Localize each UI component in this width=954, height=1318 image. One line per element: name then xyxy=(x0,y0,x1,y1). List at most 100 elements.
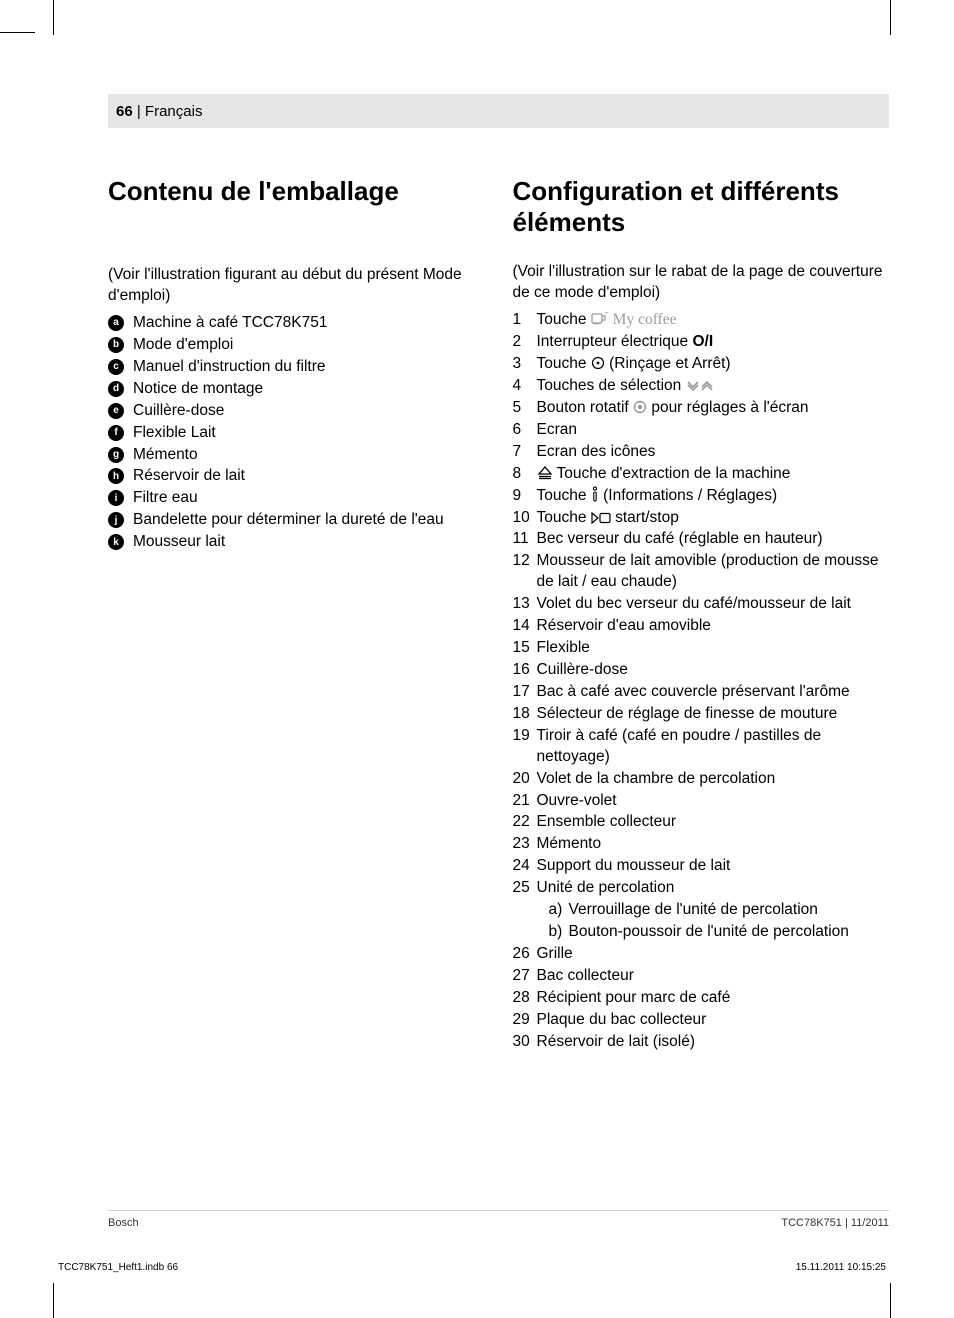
list-item: bMode d'emploi xyxy=(108,335,485,356)
list-item: 21Ouvre-volet xyxy=(513,791,890,812)
list-item: 16Cuillère-dose xyxy=(513,660,890,681)
list-item: 14Réservoir d'eau amovible xyxy=(513,616,890,637)
list-item-text: Ensemble collecteur xyxy=(537,812,890,833)
list-item-text: Réservoir d'eau amovible xyxy=(537,616,890,637)
list-item-text: Plaque du bac collecteur xyxy=(537,1010,890,1031)
list-item: 17Bac à café avec couvercle préservant l… xyxy=(513,682,890,703)
bullet-letter: c xyxy=(108,359,124,375)
list-item: 30Réservoir de lait (isolé) xyxy=(513,1032,890,1053)
list-subitem: a)Verrouillage de l'unité de percolation xyxy=(513,900,890,921)
list-item: aMachine à café TCC78K751 xyxy=(108,313,485,334)
list-item: 6Ecran xyxy=(513,420,890,441)
list-item-text: Filtre eau xyxy=(133,488,485,509)
list-item-text: Volet du bec verseur du café/mousseur de… xyxy=(537,594,890,615)
list-item-number: 29 xyxy=(513,1010,537,1031)
list-item: hRéservoir de lait xyxy=(108,466,485,487)
list-item: 28Récipient pour marc de café xyxy=(513,988,890,1009)
list-item-number: 25 xyxy=(513,878,537,899)
print-footer: TCC78K751_Heft1.indb 66 15.11.2011 10:15… xyxy=(58,1262,886,1273)
list-item-text: Interrupteur électrique O/I xyxy=(537,332,890,353)
list-item-text: Mousseur lait xyxy=(133,532,485,553)
list-item: 18Sélecteur de réglage de finesse de mou… xyxy=(513,704,890,725)
list-item-text: Touche + My coffee xyxy=(537,310,890,331)
list-item: k Mousseur lait xyxy=(108,532,485,553)
list-item-text: Récipient pour marc de café xyxy=(537,988,890,1009)
bullet-letter: k xyxy=(108,534,124,550)
list-item-text: Touches de sélection xyxy=(537,376,890,397)
list-subitem: b)Bouton-poussoir de l'unité de percolat… xyxy=(513,922,890,943)
list-item-text: Tiroir à café (café en poudre / pastille… xyxy=(537,726,890,768)
bullet-letter: g xyxy=(108,447,124,463)
left-column: Contenu de l'emballage (Voir l'illustrat… xyxy=(108,176,485,1054)
list-item-text: Support du mousseur de lait xyxy=(537,856,890,877)
list-item-number: 27 xyxy=(513,966,537,987)
list-item-text: Volet de la chambre de percolation xyxy=(537,769,890,790)
list-item: 4Touches de sélection xyxy=(513,376,890,397)
list-item: 1Touche + My coffee xyxy=(513,310,890,331)
list-item-number: 26 xyxy=(513,944,537,965)
list-item: g Mémento xyxy=(108,445,485,466)
list-item-number: 8 xyxy=(513,464,537,485)
list-item: 13Volet du bec verseur du café/mousseur … xyxy=(513,594,890,615)
list-item: 3Touche (Rinçage et Arrêt) xyxy=(513,354,890,375)
list-item-number: 14 xyxy=(513,616,537,637)
page-header-bar: 66 | Français xyxy=(108,94,889,128)
configuration-list: 1Touche + My coffee2Interrupteur électri… xyxy=(513,310,890,1052)
list-item-number: 7 xyxy=(513,442,537,463)
list-item-number: 3 xyxy=(513,354,537,375)
list-item-text: Touche start/stop xyxy=(537,508,890,529)
list-item-text: Touche d'extraction de la machine xyxy=(537,464,890,485)
list-item: 5Bouton rotatif pour réglages à l'écran xyxy=(513,398,890,419)
list-item: jBandelette pour déterminer la dureté de… xyxy=(108,510,485,531)
package-contents-list: aMachine à café TCC78K751bMode d'emploic… xyxy=(108,313,485,553)
list-item-text: Mémento xyxy=(537,834,890,855)
list-item-text: Cuillère-dose xyxy=(133,401,485,422)
list-item: 8 Touche d'extraction de la machine xyxy=(513,464,890,485)
list-item-text: Ecran des icônes xyxy=(537,442,890,463)
list-item-text: Unité de percolation xyxy=(537,878,890,899)
list-item: 2Interrupteur électrique O/I xyxy=(513,332,890,353)
list-item: 23Mémento xyxy=(513,834,890,855)
page-number: 66 xyxy=(116,103,133,120)
content-area: Contenu de l'emballage (Voir l'illustrat… xyxy=(108,176,889,1054)
crop-mark xyxy=(53,0,54,35)
list-item-text: Sélecteur de réglage de finesse de moutu… xyxy=(537,704,890,725)
bullet-letter: a xyxy=(108,315,124,331)
print-footer-left: TCC78K751_Heft1.indb 66 xyxy=(58,1262,178,1273)
list-item-text: Touche (Informations / Réglages) xyxy=(537,486,890,507)
list-item-number: 15 xyxy=(513,638,537,659)
list-item-text: Ouvre-volet xyxy=(537,791,890,812)
page-footer: Bosch TCC78K751 | 11/2011 xyxy=(108,1210,889,1229)
right-intro: (Voir l'illustration sur le rabat de la … xyxy=(513,262,890,304)
list-item-text: Mémento xyxy=(133,445,485,466)
right-column: Configuration et différents éléments (Vo… xyxy=(513,176,890,1054)
list-item-text: Notice de montage xyxy=(133,379,485,400)
svg-text:+: + xyxy=(604,312,608,317)
list-item: c Manuel d'instruction du filtre xyxy=(108,357,485,378)
list-item-text: Flexible xyxy=(537,638,890,659)
list-item-number: 1 xyxy=(513,310,537,331)
list-item-number: 20 xyxy=(513,769,537,790)
list-item-number: 5 xyxy=(513,398,537,419)
list-item: 15Flexible xyxy=(513,638,890,659)
footer-right: TCC78K751 | 11/2011 xyxy=(781,1217,889,1229)
list-item-text: Réservoir de lait xyxy=(133,466,485,487)
list-item-text: Manuel d'instruction du filtre xyxy=(133,357,485,378)
list-item-number: 13 xyxy=(513,594,537,615)
list-item-number: 4 xyxy=(513,376,537,397)
list-item-number: 28 xyxy=(513,988,537,1009)
list-item-number: 23 xyxy=(513,834,537,855)
list-item-text: Réservoir de lait (isolé) xyxy=(537,1032,890,1053)
header-separator: | xyxy=(133,103,145,120)
list-item: 24Support du mousseur de lait xyxy=(513,856,890,877)
list-item-number: 12 xyxy=(513,551,537,572)
list-item: 22Ensemble collecteur xyxy=(513,812,890,833)
list-item-number: 11 xyxy=(513,529,537,550)
page-language: Français xyxy=(145,103,203,120)
list-item-number: 6 xyxy=(513,420,537,441)
page: 66 | Français Contenu de l'emballage (Vo… xyxy=(0,0,954,1318)
list-item-number: 22 xyxy=(513,812,537,833)
list-item: 12Mousseur de lait amovible (production … xyxy=(513,551,890,593)
list-item-text: Bac collecteur xyxy=(537,966,890,987)
list-item-text: Grille xyxy=(537,944,890,965)
